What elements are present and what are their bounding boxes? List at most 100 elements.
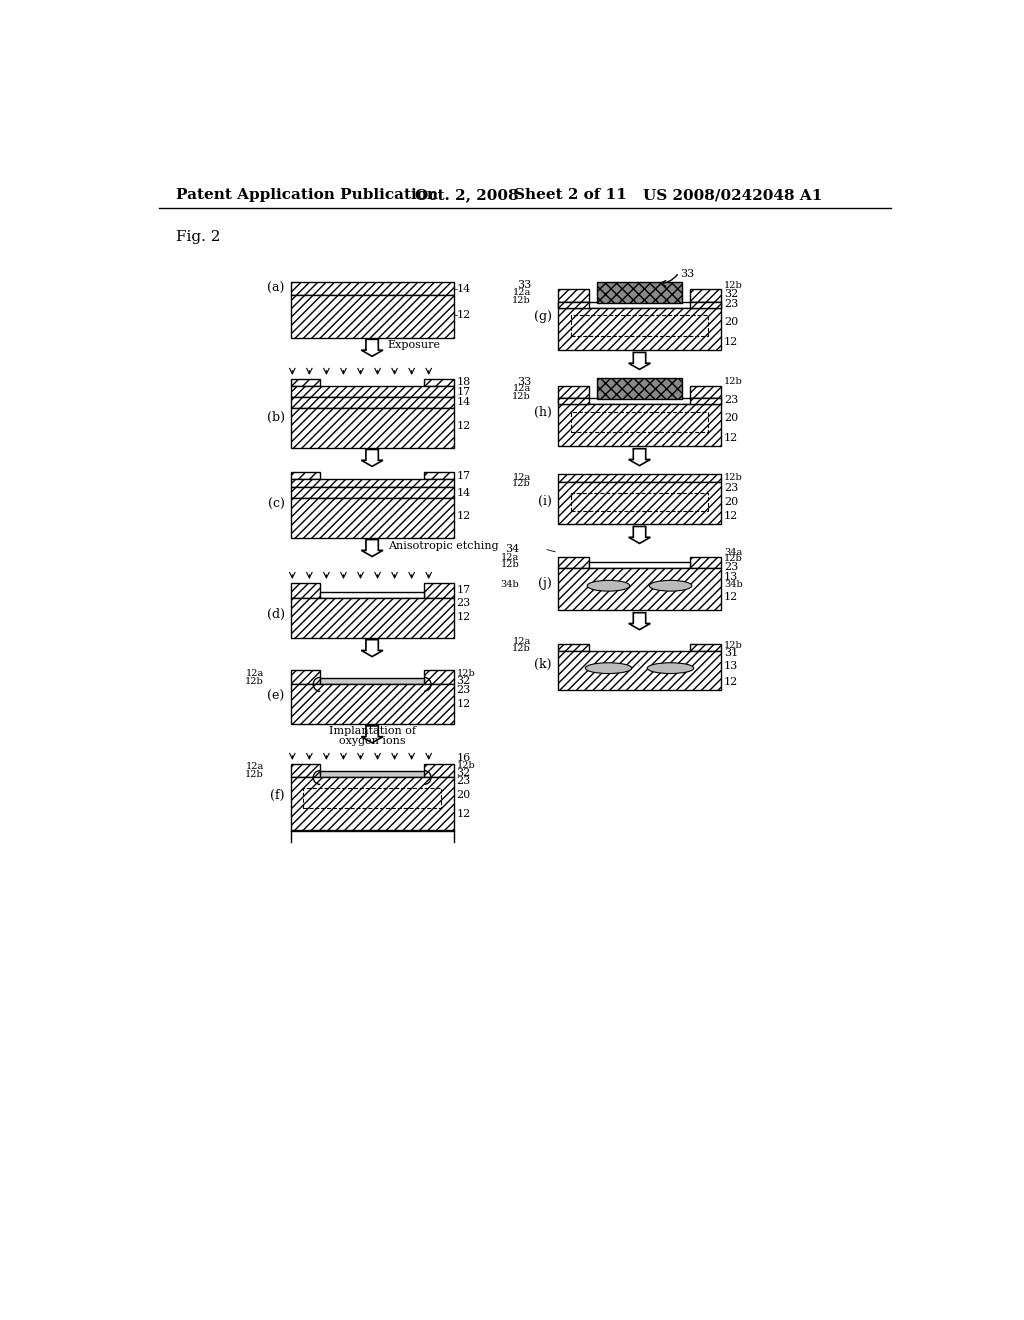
Text: Exposure: Exposure [388, 339, 440, 350]
Text: 16: 16 [457, 754, 471, 763]
Text: (h): (h) [535, 407, 552, 418]
Bar [558, 308, 721, 350]
Text: 12b: 12b [724, 281, 742, 290]
Text: 12b: 12b [512, 296, 531, 305]
Ellipse shape [586, 663, 632, 673]
Bar [558, 557, 589, 568]
Text: 12b: 12b [512, 479, 531, 488]
Text: 12: 12 [457, 421, 471, 432]
Bar [291, 598, 454, 638]
Polygon shape [361, 449, 383, 466]
Text: Anisotropic etching: Anisotropic etching [388, 541, 499, 552]
Text: 18: 18 [457, 378, 471, 388]
Text: 12b: 12b [724, 640, 742, 649]
Text: 14: 14 [457, 284, 471, 293]
Text: (e): (e) [267, 690, 285, 704]
Text: 33: 33 [681, 269, 695, 279]
Bar [558, 302, 721, 308]
Bar [690, 557, 721, 568]
Bar [291, 408, 454, 447]
Polygon shape [629, 449, 650, 466]
Bar [291, 471, 321, 479]
Polygon shape [629, 352, 650, 370]
Bar [558, 289, 589, 302]
Bar [291, 479, 454, 487]
Bar [558, 404, 721, 446]
Bar [303, 788, 441, 808]
Bar [291, 296, 454, 338]
Text: 12: 12 [724, 337, 738, 347]
Text: 17: 17 [457, 387, 471, 397]
Bar [690, 302, 721, 308]
Bar [424, 671, 454, 684]
Text: 12b: 12b [501, 561, 519, 569]
Bar [291, 281, 454, 296]
Text: 20: 20 [724, 413, 738, 422]
Text: 12a: 12a [246, 762, 263, 771]
Polygon shape [361, 540, 383, 557]
Text: Implantation of: Implantation of [329, 726, 416, 737]
Polygon shape [629, 527, 650, 544]
Bar [558, 397, 589, 404]
Text: 23: 23 [724, 395, 738, 405]
Bar [570, 315, 709, 335]
Text: 23: 23 [457, 685, 471, 696]
Text: 12: 12 [457, 611, 471, 622]
Bar [424, 582, 454, 598]
Bar [291, 582, 321, 598]
Bar [291, 684, 454, 725]
Bar [291, 498, 454, 539]
Text: 12: 12 [724, 677, 738, 686]
Bar [424, 471, 454, 479]
Bar [690, 385, 721, 397]
Text: 12: 12 [457, 511, 471, 521]
Bar [690, 644, 721, 651]
Bar [558, 474, 721, 482]
Bar [589, 562, 690, 568]
Text: 12a: 12a [246, 669, 263, 678]
Text: 23: 23 [724, 561, 738, 572]
Bar [321, 771, 424, 777]
Text: 12: 12 [724, 511, 738, 521]
Bar [291, 379, 321, 387]
Bar [291, 387, 454, 397]
Text: Sheet 2 of 11: Sheet 2 of 11 [514, 189, 627, 202]
Bar [570, 412, 709, 432]
Bar [558, 385, 589, 397]
Text: 12a: 12a [513, 288, 531, 297]
Text: 12b: 12b [724, 554, 742, 564]
Text: 12b: 12b [512, 644, 531, 652]
Text: 34b: 34b [724, 581, 742, 590]
Text: 32: 32 [457, 676, 471, 686]
Ellipse shape [587, 581, 630, 591]
Text: 17: 17 [457, 585, 471, 595]
Bar [291, 763, 321, 777]
Bar [291, 777, 454, 830]
Text: oxygen ions: oxygen ions [339, 735, 406, 746]
Text: 12b: 12b [724, 473, 742, 482]
Text: 34b: 34b [501, 581, 519, 590]
Polygon shape [629, 612, 650, 630]
Text: 23: 23 [724, 298, 738, 309]
Bar [424, 379, 454, 387]
Text: 12: 12 [457, 809, 471, 820]
Text: (b): (b) [266, 412, 285, 425]
Text: 34a: 34a [724, 548, 742, 557]
Text: (f): (f) [270, 788, 285, 801]
Text: 12b: 12b [457, 669, 475, 678]
Text: 12a: 12a [513, 473, 531, 482]
Text: Oct. 2, 2008: Oct. 2, 2008 [415, 189, 518, 202]
Bar [690, 397, 721, 404]
Text: (i): (i) [538, 495, 552, 508]
Text: 12: 12 [724, 593, 738, 602]
Text: 33: 33 [517, 280, 531, 290]
Text: Fig. 2: Fig. 2 [176, 230, 220, 244]
Text: 12: 12 [724, 433, 738, 444]
Text: 20: 20 [724, 317, 738, 326]
Text: (k): (k) [535, 657, 552, 671]
Bar [424, 763, 454, 777]
Text: 32: 32 [724, 289, 738, 298]
Polygon shape [361, 640, 383, 656]
Bar [321, 591, 424, 598]
Text: 17: 17 [457, 471, 471, 480]
